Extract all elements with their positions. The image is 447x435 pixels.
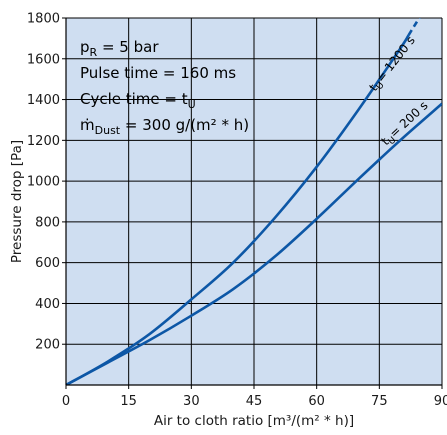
y-tick-label-7: 1600 xyxy=(27,52,60,67)
x-tick-label-5: 75 xyxy=(371,394,388,409)
grid xyxy=(66,17,443,385)
dust-rate-symbol: ṁ xyxy=(80,116,95,134)
series-line-0 xyxy=(66,34,410,385)
cycle-time-text: Cycle time = t xyxy=(80,90,188,108)
pressure-note: pR = 5 bar xyxy=(80,38,159,59)
y-axis-title: Pressure drop [Pa] xyxy=(9,140,25,263)
x-tick-label-3: 45 xyxy=(246,394,263,409)
x-tick-label-0: 0 xyxy=(62,394,70,409)
curves xyxy=(66,18,442,385)
y-tick-label-0: 200 xyxy=(35,338,60,353)
parameter-notes: pR = 5 bar Pulse time = 160 ms Cycle tim… xyxy=(80,38,249,137)
y-tick-label-5: 1200 xyxy=(27,134,60,149)
curve-label-1200s-sub: U xyxy=(375,81,387,92)
pressure-note-symbol: p xyxy=(80,38,90,56)
y-tick-label-1: 400 xyxy=(35,297,60,312)
pulse-time-note: Pulse time = 160 ms xyxy=(80,64,236,82)
curve-label-200s-sub: U xyxy=(387,135,399,147)
x-tick-label-4: 60 xyxy=(308,394,325,409)
x-axis-title: Air to cloth ratio [m³/(m² * h)] xyxy=(154,413,354,429)
pressure-note-subscript: R xyxy=(90,46,98,59)
y-tick-label-6: 1400 xyxy=(27,93,60,108)
pressure-note-value: = 5 bar xyxy=(97,38,159,56)
series-line-1 xyxy=(66,102,442,385)
dust-rate-note: ṁDust = 300 g/(m² * h) xyxy=(80,116,249,137)
series-line-0-dashed xyxy=(407,18,421,36)
x-tick-label-6: 90 xyxy=(434,394,447,409)
y-tick-label-4: 1000 xyxy=(27,175,60,190)
tick-labels: 0 15 30 45 60 75 90 200 400 600 800 1000 1200 1400 160… xyxy=(27,12,447,410)
y-tick-label-3: 800 xyxy=(35,215,60,230)
y-tick-label-8: 1800 xyxy=(27,12,60,27)
dust-rate-value: = 300 g/(m² * h) xyxy=(120,116,249,134)
dust-rate-subscript: Dust xyxy=(95,124,121,137)
cycle-time-subscript: U xyxy=(188,98,196,111)
cycle-time-note: Cycle time = tU xyxy=(80,90,196,111)
y-tick-label-2: 600 xyxy=(35,256,60,271)
x-tick-label-2: 30 xyxy=(183,394,200,409)
x-tick-label-1: 15 xyxy=(120,394,137,409)
